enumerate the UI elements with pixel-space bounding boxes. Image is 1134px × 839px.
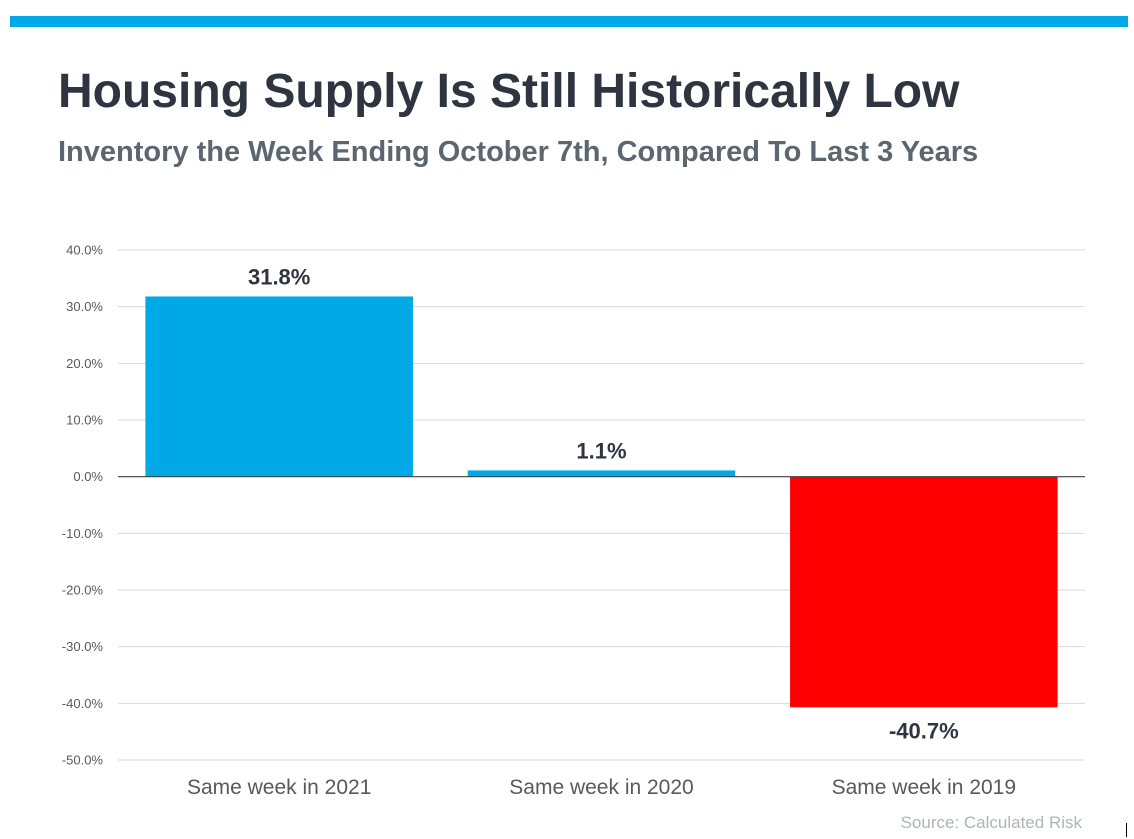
bar — [790, 476, 1058, 708]
data-label: 31.8% — [248, 264, 310, 289]
y-tick-label: 0.0% — [73, 469, 103, 484]
x-category-label: Same week in 2019 — [832, 776, 1016, 799]
bar — [145, 296, 413, 477]
x-category-label: Same week in 2021 — [187, 776, 371, 799]
data-label: -40.7% — [889, 718, 959, 743]
y-tick-label: 30.0% — [66, 299, 103, 314]
y-tick-label: -30.0% — [62, 639, 104, 654]
top-accent-bar — [10, 16, 1128, 27]
y-tick-label: 10.0% — [66, 413, 103, 428]
chart-title: Housing Supply Is Still Historically Low — [58, 65, 960, 118]
y-tick-label: 20.0% — [66, 356, 103, 371]
y-axis-ticks: 40.0% 30.0% 20.0% 10.0% 0.0% -10.0% -20.0% -30.… — [62, 243, 104, 768]
data-labels: 31.8% 1.1% -40.7% — [248, 264, 959, 743]
bar — [467, 470, 736, 477]
source-note: Source: Calculated Risk — [900, 813, 1082, 832]
data-label: 1.1% — [576, 438, 626, 463]
y-tick-label: 40.0% — [66, 243, 103, 258]
chart-subtitle: Inventory the Week Ending October 7th, C… — [58, 136, 979, 168]
y-tick-label: -10.0% — [62, 526, 104, 541]
x-axis-categories: Same week in 2021 Same week in 2020 Same w… — [187, 776, 1016, 799]
bars — [145, 296, 1058, 708]
y-tick-label: -20.0% — [62, 583, 104, 598]
y-tick-label: -40.0% — [62, 696, 104, 711]
corner-mark — [1126, 823, 1127, 837]
x-category-label: Same week in 2020 — [509, 776, 693, 799]
y-tick-label: -50.0% — [62, 753, 104, 768]
